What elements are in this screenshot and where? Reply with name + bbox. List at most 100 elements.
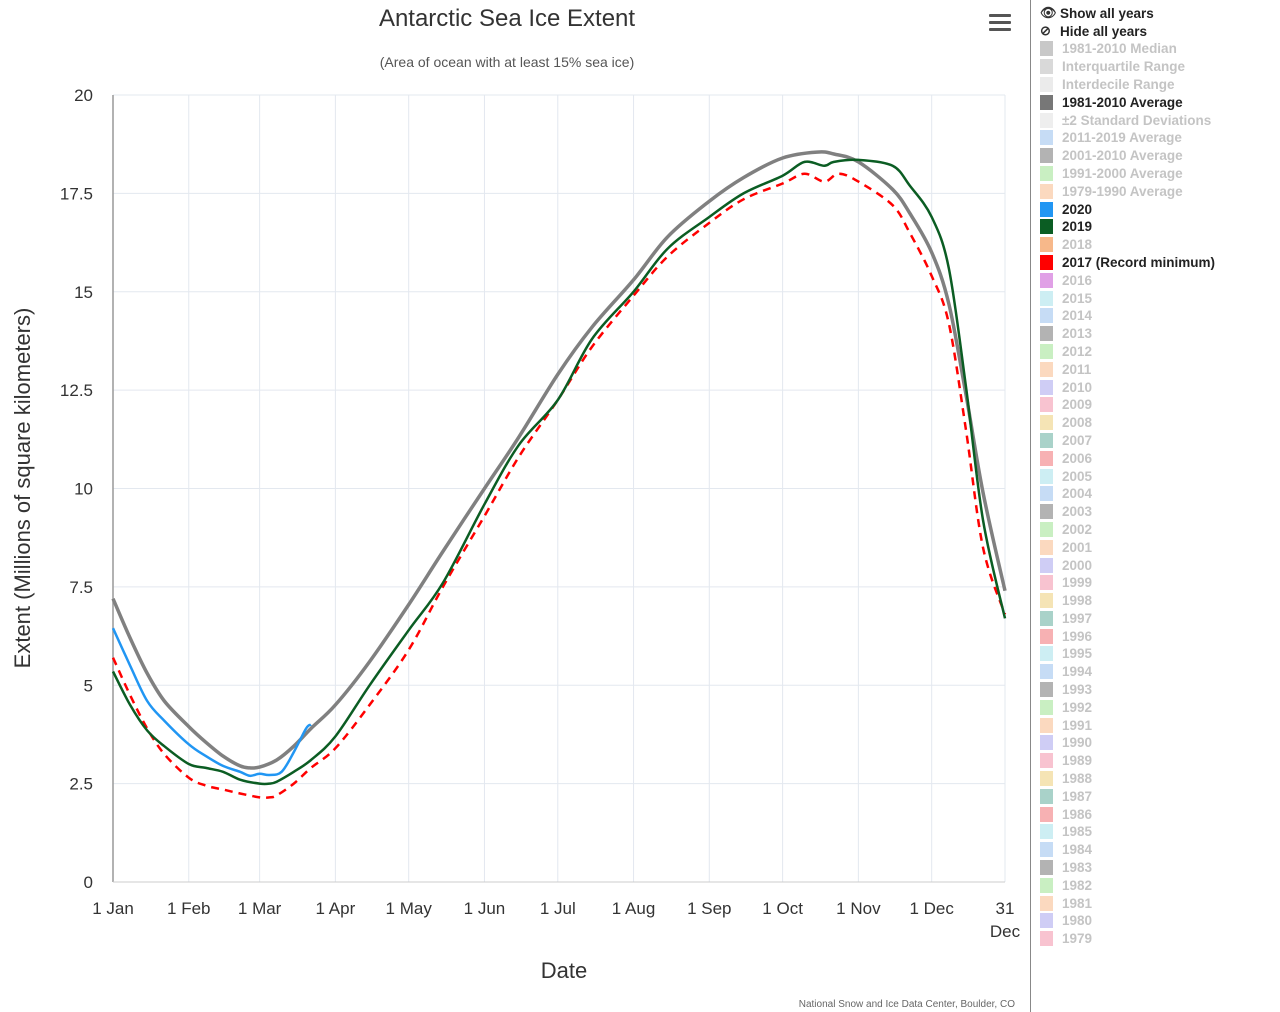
legend-item[interactable]: 2002: [1040, 521, 1278, 539]
legend-label: 2001: [1062, 539, 1093, 555]
legend-item[interactable]: 1985: [1040, 823, 1278, 841]
legend-item[interactable]: 2016: [1040, 271, 1278, 289]
legend-swatch: [1040, 699, 1053, 715]
legend-item[interactable]: 1996: [1040, 627, 1278, 645]
legend-item[interactable]: 2003: [1040, 503, 1278, 521]
legend-item[interactable]: 1987: [1040, 787, 1278, 805]
hide-all-years-label: Hide all years: [1060, 23, 1148, 39]
legend-item[interactable]: 2013: [1040, 325, 1278, 343]
legend-swatch: [1040, 41, 1053, 57]
legend-label: Interquartile Range: [1062, 59, 1186, 75]
legend-item[interactable]: 1998: [1040, 592, 1278, 610]
legend-label: 1995: [1062, 646, 1093, 662]
legend-item[interactable]: 1991-2000 Average: [1040, 165, 1278, 183]
legend-item[interactable]: 2017 (Record minimum): [1040, 254, 1278, 272]
legend-item[interactable]: 1988: [1040, 770, 1278, 788]
legend-item[interactable]: 1979-1990 Average: [1040, 182, 1278, 200]
legend-item[interactable]: 2018: [1040, 236, 1278, 254]
series-line-2020: [111, 627, 312, 778]
legend-item[interactable]: 1990: [1040, 734, 1278, 752]
legend-item[interactable]: 2005: [1040, 467, 1278, 485]
legend-item[interactable]: 1979: [1040, 930, 1278, 948]
legend-label: 1998: [1062, 593, 1093, 609]
credits: National Snow and Ice Data Center, Bould…: [799, 999, 1015, 1010]
legend-item[interactable]: 2008: [1040, 414, 1278, 432]
x-tick-label: 1 Dec: [909, 899, 954, 918]
legend-label: 1981: [1062, 895, 1093, 911]
hide-all-years-button[interactable]: ⊘ Hide all years: [1040, 22, 1278, 40]
legend-item[interactable]: 1994: [1040, 663, 1278, 681]
legend-swatch: [1040, 219, 1053, 235]
legend-label: 2014: [1062, 308, 1093, 324]
legend-item[interactable]: 2009: [1040, 396, 1278, 414]
chart-menu-button[interactable]: [985, 10, 1015, 38]
legend-item[interactable]: 2020: [1040, 200, 1278, 218]
legend-item[interactable]: 1984: [1040, 841, 1278, 859]
legend-item[interactable]: 1986: [1040, 805, 1278, 823]
legend-swatch: [1040, 148, 1053, 164]
legend-swatch: [1040, 753, 1053, 769]
legend-label: 2007: [1062, 432, 1093, 448]
legend-item[interactable]: 2001: [1040, 538, 1278, 556]
legend-item[interactable]: 2014: [1040, 307, 1278, 325]
legend-item[interactable]: 1980: [1040, 912, 1278, 930]
legend-item[interactable]: 1999: [1040, 574, 1278, 592]
legend-swatch: [1040, 593, 1053, 609]
legend-item[interactable]: 2004: [1040, 485, 1278, 503]
legend-item[interactable]: 1995: [1040, 645, 1278, 663]
legend-item[interactable]: ±2 Standard Deviations: [1040, 111, 1278, 129]
legend-swatch: [1040, 379, 1053, 395]
x-tick-label: 1 Apr: [316, 899, 356, 918]
legend-swatch: [1040, 272, 1053, 288]
legend-swatch: [1040, 343, 1053, 359]
legend-item[interactable]: 2015: [1040, 289, 1278, 307]
legend-item[interactable]: 1992: [1040, 698, 1278, 716]
legend-swatch: [1040, 468, 1053, 484]
legend-item[interactable]: 1997: [1040, 610, 1278, 628]
legend-label: 2012: [1062, 343, 1093, 359]
legend-divider: [1030, 0, 1031, 1012]
legend-item[interactable]: 1981-2010 Median: [1040, 40, 1278, 58]
legend-swatch: [1040, 308, 1053, 324]
menu-icon-bar: [989, 14, 1011, 17]
legend-swatch: [1040, 646, 1053, 662]
legend-item[interactable]: 1981: [1040, 894, 1278, 912]
legend-item[interactable]: 1989: [1040, 752, 1278, 770]
legend-item[interactable]: 2001-2010 Average: [1040, 147, 1278, 165]
legend-label: 1981-2010 Median: [1062, 41, 1177, 57]
legend-item[interactable]: 2000: [1040, 556, 1278, 574]
legend-item[interactable]: 2010: [1040, 378, 1278, 396]
legend-label: 1991-2000 Average: [1062, 165, 1183, 181]
legend-swatch: [1040, 771, 1053, 787]
legend-swatch: [1040, 237, 1053, 253]
legend-item[interactable]: 2019: [1040, 218, 1278, 236]
x-tick-label: 1 Sep: [687, 899, 731, 918]
legend-item[interactable]: 2007: [1040, 432, 1278, 450]
legend-swatch: [1040, 539, 1053, 555]
legend-item[interactable]: Interdecile Range: [1040, 76, 1278, 94]
legend-item[interactable]: 2006: [1040, 449, 1278, 467]
legend-item[interactable]: 2011-2019 Average: [1040, 129, 1278, 147]
legend-item[interactable]: 1993: [1040, 681, 1278, 699]
legend-item[interactable]: Interquartile Range: [1040, 58, 1278, 76]
legend-swatch: [1040, 895, 1053, 911]
show-all-years-button[interactable]: 👁 Show all years: [1040, 4, 1278, 22]
legend-swatch: [1040, 860, 1053, 876]
legend-label: 1985: [1062, 824, 1093, 840]
legend-item[interactable]: 1991: [1040, 716, 1278, 734]
legend-swatch: [1040, 361, 1053, 377]
legend-label: 1984: [1062, 842, 1093, 858]
legend-item[interactable]: 1982: [1040, 876, 1278, 894]
x-axis-title: Date: [541, 958, 587, 983]
legend-label: 1990: [1062, 735, 1093, 751]
legend-item[interactable]: 1981-2010 Average: [1040, 93, 1278, 111]
legend-swatch: [1040, 806, 1053, 822]
legend-item[interactable]: 2012: [1040, 343, 1278, 361]
x-tick-label: 1 May: [386, 899, 433, 918]
menu-icon-bar: [989, 28, 1011, 31]
legend-label: 2011: [1062, 361, 1092, 377]
legend-item[interactable]: 1983: [1040, 859, 1278, 877]
legend-label: 2015: [1062, 290, 1093, 306]
legend-item[interactable]: 2011: [1040, 360, 1278, 378]
x-tick-label: 1 Mar: [238, 899, 282, 918]
